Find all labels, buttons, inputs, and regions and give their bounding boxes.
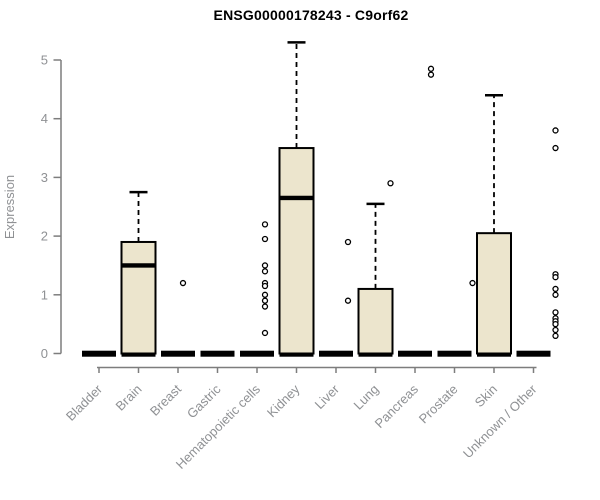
collapsed-box	[82, 350, 116, 357]
outlier-point	[261, 262, 269, 269]
outlier-point	[552, 291, 559, 298]
chart-title: ENSG00000178243 - C9orf62	[213, 7, 409, 23]
box	[120, 240, 157, 355]
x-category-label: Unknown / Other	[460, 381, 540, 461]
outlier-point	[552, 332, 559, 340]
y-tick-label: 0	[41, 346, 48, 361]
x-category-label: Prostate	[416, 382, 461, 427]
x-category-label: Skin	[472, 382, 500, 410]
outlier-point	[552, 285, 559, 293]
x-category-label: Kidney	[264, 381, 303, 420]
outlier-point	[387, 180, 394, 187]
outlier-point	[552, 274, 559, 281]
collapsed-box	[319, 350, 353, 357]
outlier-point	[552, 326, 559, 334]
outlier-point	[344, 297, 352, 304]
outlier-point	[427, 65, 435, 72]
x-category-label: Breast	[147, 381, 184, 418]
x-category-label: Liver	[312, 381, 343, 412]
collapsed-box	[398, 350, 432, 357]
x-category-label: Pancreas	[372, 381, 422, 431]
x-category-label: Bladder	[63, 381, 106, 424]
outlier-point	[261, 329, 269, 337]
median-line	[121, 263, 156, 268]
y-tick-label: 2	[41, 229, 48, 244]
box	[357, 287, 394, 355]
outlier-point	[261, 221, 269, 228]
x-category-label: Lung	[351, 382, 382, 413]
x-category-label: Brain	[113, 382, 145, 414]
y-tick-label: 5	[41, 53, 48, 68]
collapsed-box	[437, 350, 472, 357]
outlier-point	[552, 309, 559, 316]
outlier-point	[261, 303, 269, 310]
outlier-point	[469, 279, 476, 287]
box	[476, 232, 512, 355]
collapsed-box	[516, 350, 551, 357]
outlier-point	[261, 297, 269, 304]
outlier-point	[261, 282, 269, 290]
y-tick-label: 3	[41, 170, 48, 185]
median-line	[279, 195, 314, 201]
outlier-point	[552, 127, 559, 134]
outlier-point	[179, 279, 187, 287]
outlier-point	[344, 238, 352, 246]
box	[278, 147, 315, 355]
y-axis-title: Expression	[2, 175, 17, 239]
y-tick-label: 4	[41, 111, 48, 126]
collapsed-box	[200, 350, 235, 357]
outlier-point	[552, 320, 559, 328]
outlier-point	[261, 291, 269, 298]
y-tick-label: 1	[41, 287, 48, 302]
collapsed-box	[240, 350, 274, 357]
outlier-point	[552, 144, 559, 152]
collapsed-box	[161, 350, 195, 357]
outlier-point	[261, 235, 269, 243]
outlier-point	[261, 268, 269, 275]
outlier-point	[427, 71, 435, 78]
